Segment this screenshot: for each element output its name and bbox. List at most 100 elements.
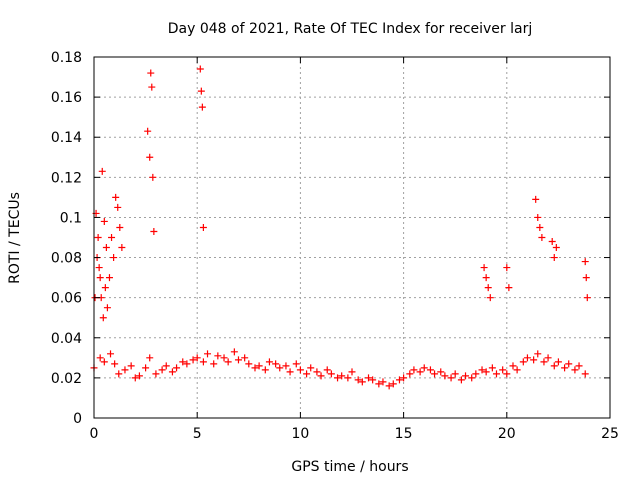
data-point	[513, 366, 521, 374]
data-point	[114, 203, 122, 211]
data-point	[179, 358, 187, 366]
data-point	[492, 370, 500, 378]
data-point	[348, 368, 356, 376]
data-point	[431, 370, 439, 378]
data-point	[100, 358, 108, 366]
data-point	[111, 360, 119, 368]
data-point	[536, 223, 544, 231]
data-point	[323, 366, 331, 374]
data-point	[121, 366, 129, 374]
data-point	[199, 358, 207, 366]
data-point	[482, 274, 490, 282]
data-point	[146, 153, 154, 161]
data-point	[118, 244, 126, 252]
data-point	[550, 362, 558, 370]
data-point	[272, 360, 280, 368]
data-point	[307, 364, 315, 372]
data-point	[534, 350, 542, 358]
data-point	[410, 366, 418, 374]
data-point	[532, 195, 540, 203]
data-point	[162, 362, 170, 370]
y-axis-label: ROTI / TECUs	[7, 192, 23, 284]
y-tick-label: 0.12	[51, 170, 82, 186]
data-point	[303, 370, 311, 378]
axes: 0 5 10 15 20 25 0 0.02 0.04 0.06 0.08 0.1 0.12 0.14 0.…	[51, 50, 619, 442]
data-point	[101, 284, 109, 292]
data-point	[462, 372, 470, 380]
data-point	[480, 264, 488, 272]
data-point	[245, 360, 253, 368]
data-point	[406, 370, 414, 378]
data-point	[441, 372, 449, 380]
data-point	[437, 368, 445, 376]
x-tick-label: 20	[498, 426, 516, 442]
data-point	[488, 364, 496, 372]
data-point	[338, 372, 346, 380]
data-point	[358, 378, 366, 386]
data-point	[144, 127, 152, 135]
data-point	[365, 374, 373, 382]
data-point	[112, 193, 120, 201]
data-point	[582, 274, 590, 282]
data-point	[519, 358, 527, 366]
data-point	[220, 354, 228, 362]
data-point	[96, 274, 104, 282]
data-point	[503, 264, 511, 272]
data-point	[509, 362, 517, 370]
data-point	[234, 356, 242, 364]
y-tick-label: 0.06	[51, 291, 82, 307]
data-point	[375, 380, 383, 388]
data-point	[196, 65, 204, 73]
data-point	[571, 366, 579, 374]
data-point	[484, 284, 492, 292]
data-point	[379, 378, 387, 386]
data-point	[581, 258, 589, 266]
data-point	[108, 234, 116, 241]
y-tick-label: 0.14	[51, 130, 82, 146]
data-point	[561, 364, 569, 372]
data-point	[100, 217, 108, 225]
data-point	[183, 360, 191, 368]
data-point	[538, 234, 546, 241]
grid	[94, 57, 610, 418]
data-point	[168, 368, 176, 376]
data-point	[107, 350, 115, 358]
data-point	[193, 354, 201, 362]
data-point	[230, 348, 238, 356]
data-point	[400, 374, 408, 382]
data-point	[420, 364, 428, 372]
data-point	[478, 366, 486, 374]
data-point	[198, 103, 206, 111]
y-tick-label: 0.04	[51, 331, 82, 347]
data-point	[416, 368, 424, 376]
data-point	[426, 366, 434, 374]
data-point	[102, 244, 110, 252]
y-tick-label: 0.18	[51, 50, 82, 66]
data-point	[530, 356, 538, 364]
data-point	[482, 368, 490, 376]
data-point	[189, 356, 197, 364]
data-point	[565, 360, 573, 368]
data-point	[105, 274, 113, 282]
x-tick-label: 15	[395, 426, 413, 442]
data-point	[503, 370, 511, 378]
data-point	[99, 314, 107, 322]
data-point	[451, 370, 459, 378]
data-point	[98, 167, 106, 175]
data-point	[110, 254, 118, 262]
data-point	[199, 223, 207, 231]
data-point	[327, 370, 335, 378]
data-point	[552, 244, 560, 252]
data-point	[103, 304, 111, 312]
y-tick-label: 0.1	[60, 210, 82, 226]
data-point	[354, 376, 362, 384]
x-axis-label: GPS time / hours	[291, 459, 408, 475]
data-point	[276, 364, 284, 372]
y-tick-label: 0.02	[51, 371, 82, 387]
data-point	[158, 366, 166, 374]
data-point	[554, 358, 562, 366]
data-point	[96, 354, 104, 362]
data-point	[265, 358, 273, 366]
data-point	[197, 87, 205, 95]
